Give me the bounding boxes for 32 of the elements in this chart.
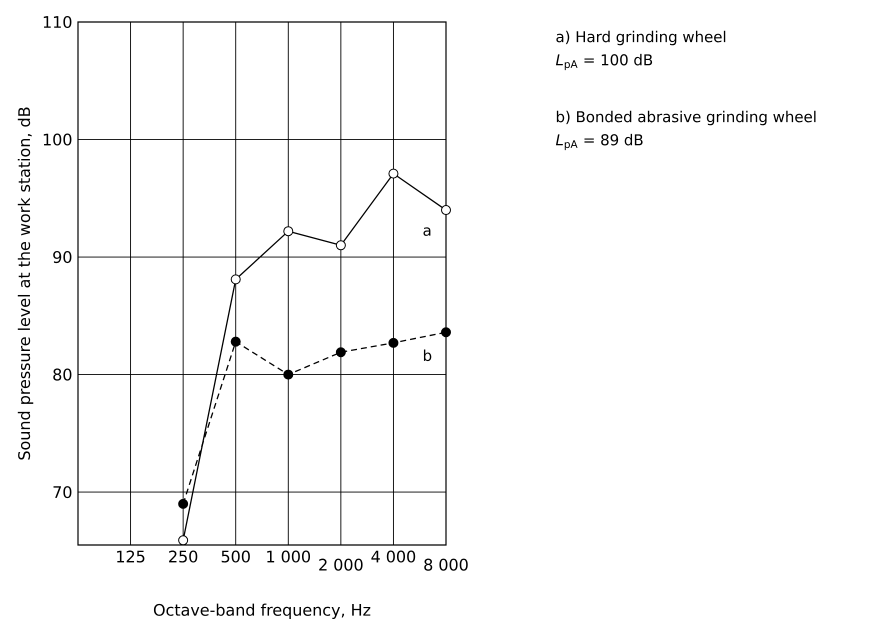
- point: [230, 336, 241, 347]
- x-tick-label: 4 000: [371, 550, 416, 563]
- y-tick-label: 80: [53, 368, 72, 381]
- point: [178, 535, 188, 546]
- y-tick-label: 100: [44, 134, 72, 146]
- text: a) Hard grinding wheel: [556, 30, 726, 46]
- x-tick-label: 500: [222, 550, 250, 563]
- point: [388, 168, 398, 179]
- series-label: b: [424, 350, 432, 362]
- point: [283, 370, 294, 380]
- point: [283, 226, 294, 236]
- point: [441, 327, 451, 338]
- text: L$_{pA}$ = 100 dB: [556, 54, 652, 70]
- point: [230, 274, 241, 284]
- point: [336, 240, 346, 250]
- y-tick-label: 110: [44, 16, 72, 28]
- text: L$_{pA}$ = 89 dB: [556, 134, 643, 150]
- y-tick-label: 90: [53, 251, 72, 264]
- x-tick-label: 8 000: [424, 558, 468, 571]
- x-tick-label: 250: [169, 550, 198, 563]
- y-tick-label: 70: [54, 486, 72, 498]
- point: [336, 347, 346, 358]
- x-tick-label: 1 000: [267, 550, 310, 563]
- text: b) Bonded abrasive grinding wheel: [556, 110, 816, 126]
- point: [388, 338, 398, 348]
- x-axis-title: Octave-band frequency, Hz: [154, 604, 370, 619]
- y-axis-title: Sound pressure level at the work station, dB: [18, 108, 34, 460]
- x-tick-label: 125: [117, 550, 144, 563]
- point: [178, 498, 188, 509]
- x-tick-label: 2 000: [319, 558, 363, 571]
- point: [441, 205, 451, 216]
- series-label: a: [423, 227, 430, 236]
